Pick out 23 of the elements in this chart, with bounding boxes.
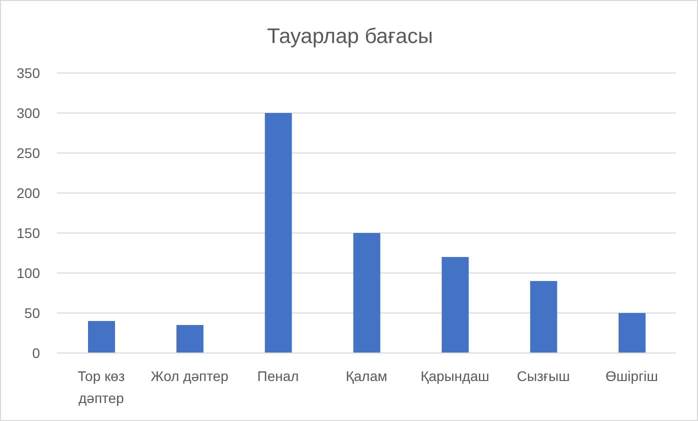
bar xyxy=(618,313,646,353)
x-tick-label: Жол дәптер xyxy=(150,368,229,384)
bar xyxy=(264,113,292,353)
y-tick-label: 100 xyxy=(16,264,40,281)
bar xyxy=(88,321,115,353)
x-tick-label: Сызғыш xyxy=(516,368,570,384)
x-tick-label: Тор көз дәптер xyxy=(78,368,125,406)
y-tick-label: 350 xyxy=(16,64,40,81)
bar xyxy=(353,233,380,353)
y-tick-label: 50 xyxy=(24,304,40,321)
y-tick-label: 250 xyxy=(16,144,40,161)
bar xyxy=(176,325,204,353)
y-tick-label: 150 xyxy=(16,224,40,241)
x-tick-label: Пенал xyxy=(257,368,299,384)
x-tick-label: Қарындаш xyxy=(420,368,490,384)
x-tick-label: Өшіргіш xyxy=(606,368,658,384)
y-tick-label: 300 xyxy=(16,104,40,121)
chart-title: Тауарлар бағасы xyxy=(266,24,434,50)
bar xyxy=(442,257,469,353)
x-tick-label: Қалам xyxy=(346,368,388,384)
y-tick-label: 200 xyxy=(16,184,40,201)
y-tick-label: 0 xyxy=(32,344,40,361)
bar xyxy=(530,281,558,353)
